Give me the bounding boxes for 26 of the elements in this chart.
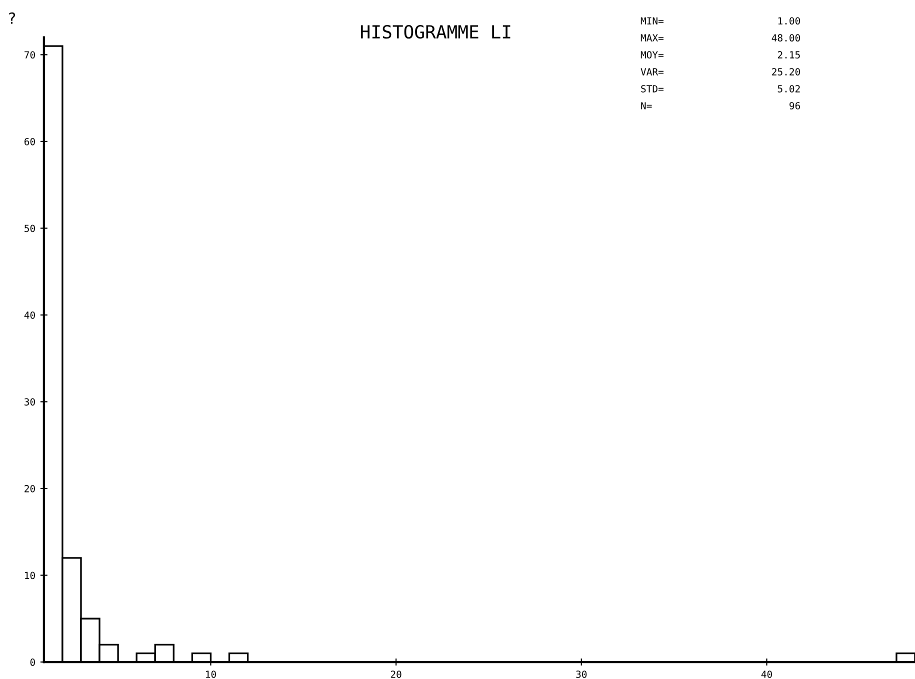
annotation: 96 <box>790 102 800 110</box>
y-tick-label: 20 <box>24 485 35 492</box>
y-tick-label: 50 <box>24 224 35 232</box>
annotation: MAX= <box>640 34 664 42</box>
annotation: 48.00 <box>772 34 800 42</box>
x-tick-label: 30 <box>576 670 587 678</box>
annotation: VAR= <box>640 68 664 76</box>
annotation: N= <box>641 102 652 110</box>
y-tick-label: 30 <box>24 398 35 406</box>
x-tick-label: 10 <box>206 670 216 678</box>
annotation: STD= <box>641 85 664 92</box>
y-tick-label: 40 <box>24 311 35 319</box>
y-tick-label: 70 <box>24 51 35 59</box>
annotation: MOY= <box>640 51 664 58</box>
y-axis-title: ? <box>9 12 16 24</box>
y-tick-label: 10 <box>25 572 35 580</box>
text: MIN= <box>640 17 664 24</box>
y-tick-label: 0 <box>30 658 35 666</box>
annotation: 2.15 <box>778 51 800 58</box>
x-tick-label: 40 <box>761 670 772 678</box>
text: 1.00 <box>778 17 800 25</box>
annotation: 5.02 <box>778 85 800 92</box>
x-tick-label: 20 <box>390 670 402 678</box>
y-tick-label: 60 <box>24 138 35 146</box>
chart-title: HISTOGRAMME LI <box>361 24 510 39</box>
annotation: 25.20 <box>772 68 800 76</box>
